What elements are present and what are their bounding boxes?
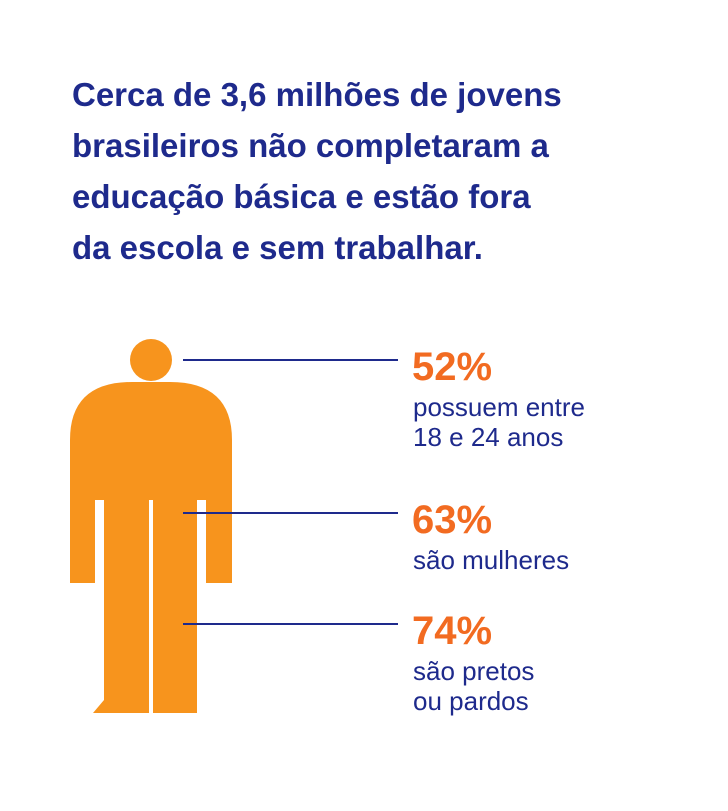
title: Cerca de 3,6 milhões de jovens brasileiro… — [72, 76, 562, 266]
stat-description: ou pardos — [413, 686, 529, 716]
title-line: Cerca de 3,6 milhões de jovens — [72, 76, 562, 113]
stat-description: 18 e 24 anos — [413, 422, 563, 452]
title-line: brasileiros não completaram a — [72, 127, 550, 164]
stat-value: 74% — [412, 609, 492, 653]
stat-value: 52% — [412, 345, 492, 389]
stat-description: são pretos — [413, 656, 534, 686]
head — [130, 339, 172, 381]
person-figure — [70, 339, 232, 713]
title-line: da escola e sem trabalhar. — [72, 229, 483, 266]
stat-value: 63% — [412, 498, 492, 542]
stat-description: possuem entre — [413, 392, 585, 422]
body — [70, 382, 232, 713]
title-line: educação básica e estão fora — [72, 178, 531, 215]
stat-description: são mulheres — [413, 545, 569, 575]
